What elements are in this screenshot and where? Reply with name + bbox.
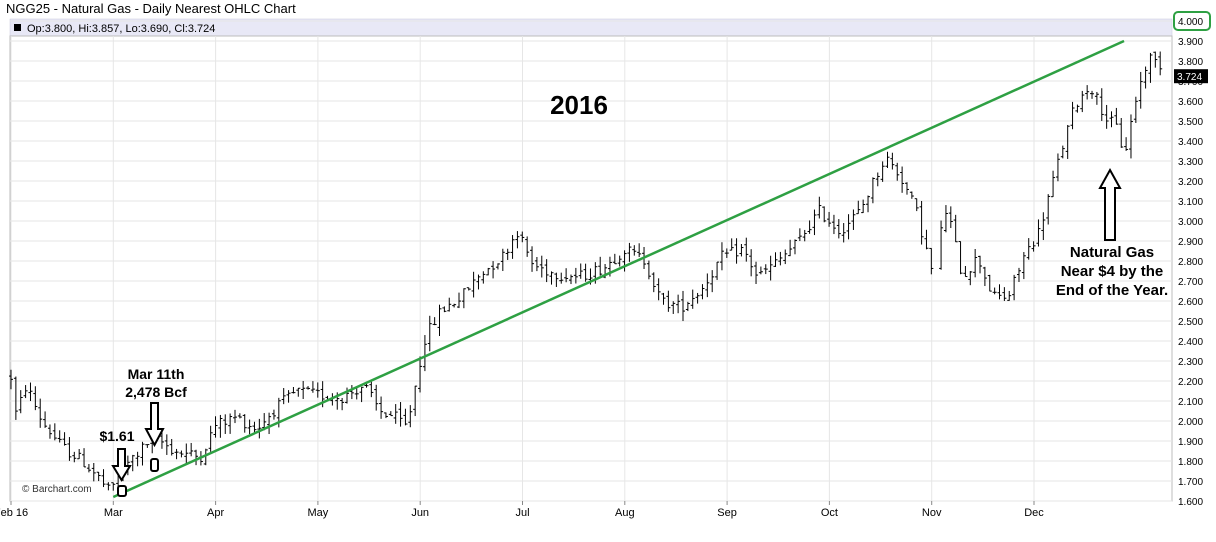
highlighted-tick-box — [1173, 11, 1211, 31]
price-bars — [9, 51, 1163, 491]
ohlc-readout-marker — [14, 24, 21, 31]
last-price-tag — [1174, 69, 1208, 84]
storage-arrow — [144, 402, 165, 472]
y-tick-label: 2.700 — [1178, 277, 1203, 288]
storage-value-label: 2,478 Bcf — [125, 384, 187, 400]
x-tick-label: Apr — [207, 507, 224, 519]
last-price-label: 3.724 — [1177, 72, 1202, 83]
y-tick-label: 3.300 — [1178, 157, 1203, 168]
x-tick-label: Mar — [104, 507, 123, 519]
y-tick-label: 2.400 — [1178, 337, 1203, 348]
y-tick-label: 1.800 — [1178, 457, 1203, 468]
y-tick-label: 1.600 — [1178, 497, 1203, 508]
note-line-2: Near $4 by the — [1061, 263, 1164, 280]
y-tick-label: 2.500 — [1178, 317, 1203, 328]
y-tick-label: 2.600 — [1178, 297, 1203, 308]
trendline-group — [112, 39, 1125, 499]
x-tick-label: Jul — [515, 507, 529, 519]
y-tick-label: 4.000 — [1178, 17, 1203, 28]
note-line-1: Natural Gas — [1070, 244, 1154, 261]
x-tick-label: Sep — [717, 507, 737, 519]
x-tick-label: Aug — [615, 507, 635, 519]
x-axis: Feb 16 Mar Apr May Jun Jul Aug Sep Oct Nov Dec — [0, 501, 1044, 519]
y-tick-label: 3.000 — [1178, 217, 1203, 228]
trendline — [112, 39, 1125, 499]
y-tick-label: 3.200 — [1178, 177, 1203, 188]
year-label: 2016 — [550, 90, 608, 120]
watermark: © Barchart.com — [22, 484, 92, 495]
note-line-3: End of the Year. — [1056, 282, 1168, 299]
x-tick-label: Feb 16 — [0, 507, 28, 519]
y-tick-label: 2.000 — [1178, 417, 1203, 428]
year-end-arrow — [1098, 167, 1122, 241]
y-tick-label: 2.800 — [1178, 257, 1203, 268]
y-tick-label: 2.300 — [1178, 357, 1203, 368]
ohlc-readout: Op:3.800, Hi:3.857, Lo:3.690, Cl:3.724 — [27, 23, 215, 35]
chart-title: NGG25 - Natural Gas - Daily Nearest OHLC… — [6, 1, 296, 16]
y-tick-label: 2.900 — [1178, 237, 1203, 248]
y-tick-label: 3.500 — [1178, 117, 1203, 128]
y-tick-label: 3.600 — [1178, 97, 1203, 108]
y-tick-label: 1.900 — [1178, 437, 1203, 448]
y-tick-label: 3.900 — [1178, 37, 1203, 48]
x-tick-label: Oct — [821, 507, 838, 519]
y-tick-label: 2.200 — [1178, 377, 1203, 388]
x-tick-label: Dec — [1024, 507, 1044, 519]
y-tick-label: 3.400 — [1178, 137, 1203, 148]
x-tick-label: Jun — [411, 507, 429, 519]
y-tick-label: 2.100 — [1178, 397, 1203, 408]
low-price-label: $1.61 — [99, 428, 134, 444]
x-tick-label: May — [308, 507, 329, 519]
x-tick-label: Nov — [922, 507, 942, 519]
low-price-arrow — [111, 448, 132, 497]
y-tick-label: 1.700 — [1178, 477, 1203, 488]
y-tick-label: 3.800 — [1178, 57, 1203, 68]
y-axis: 1.600 1.700 1.800 1.900 2.000 2.100 2.200 2.300… — [1173, 11, 1211, 508]
storage-date-label: Mar 11th — [128, 366, 185, 382]
y-tick-label: 3.100 — [1178, 197, 1203, 208]
